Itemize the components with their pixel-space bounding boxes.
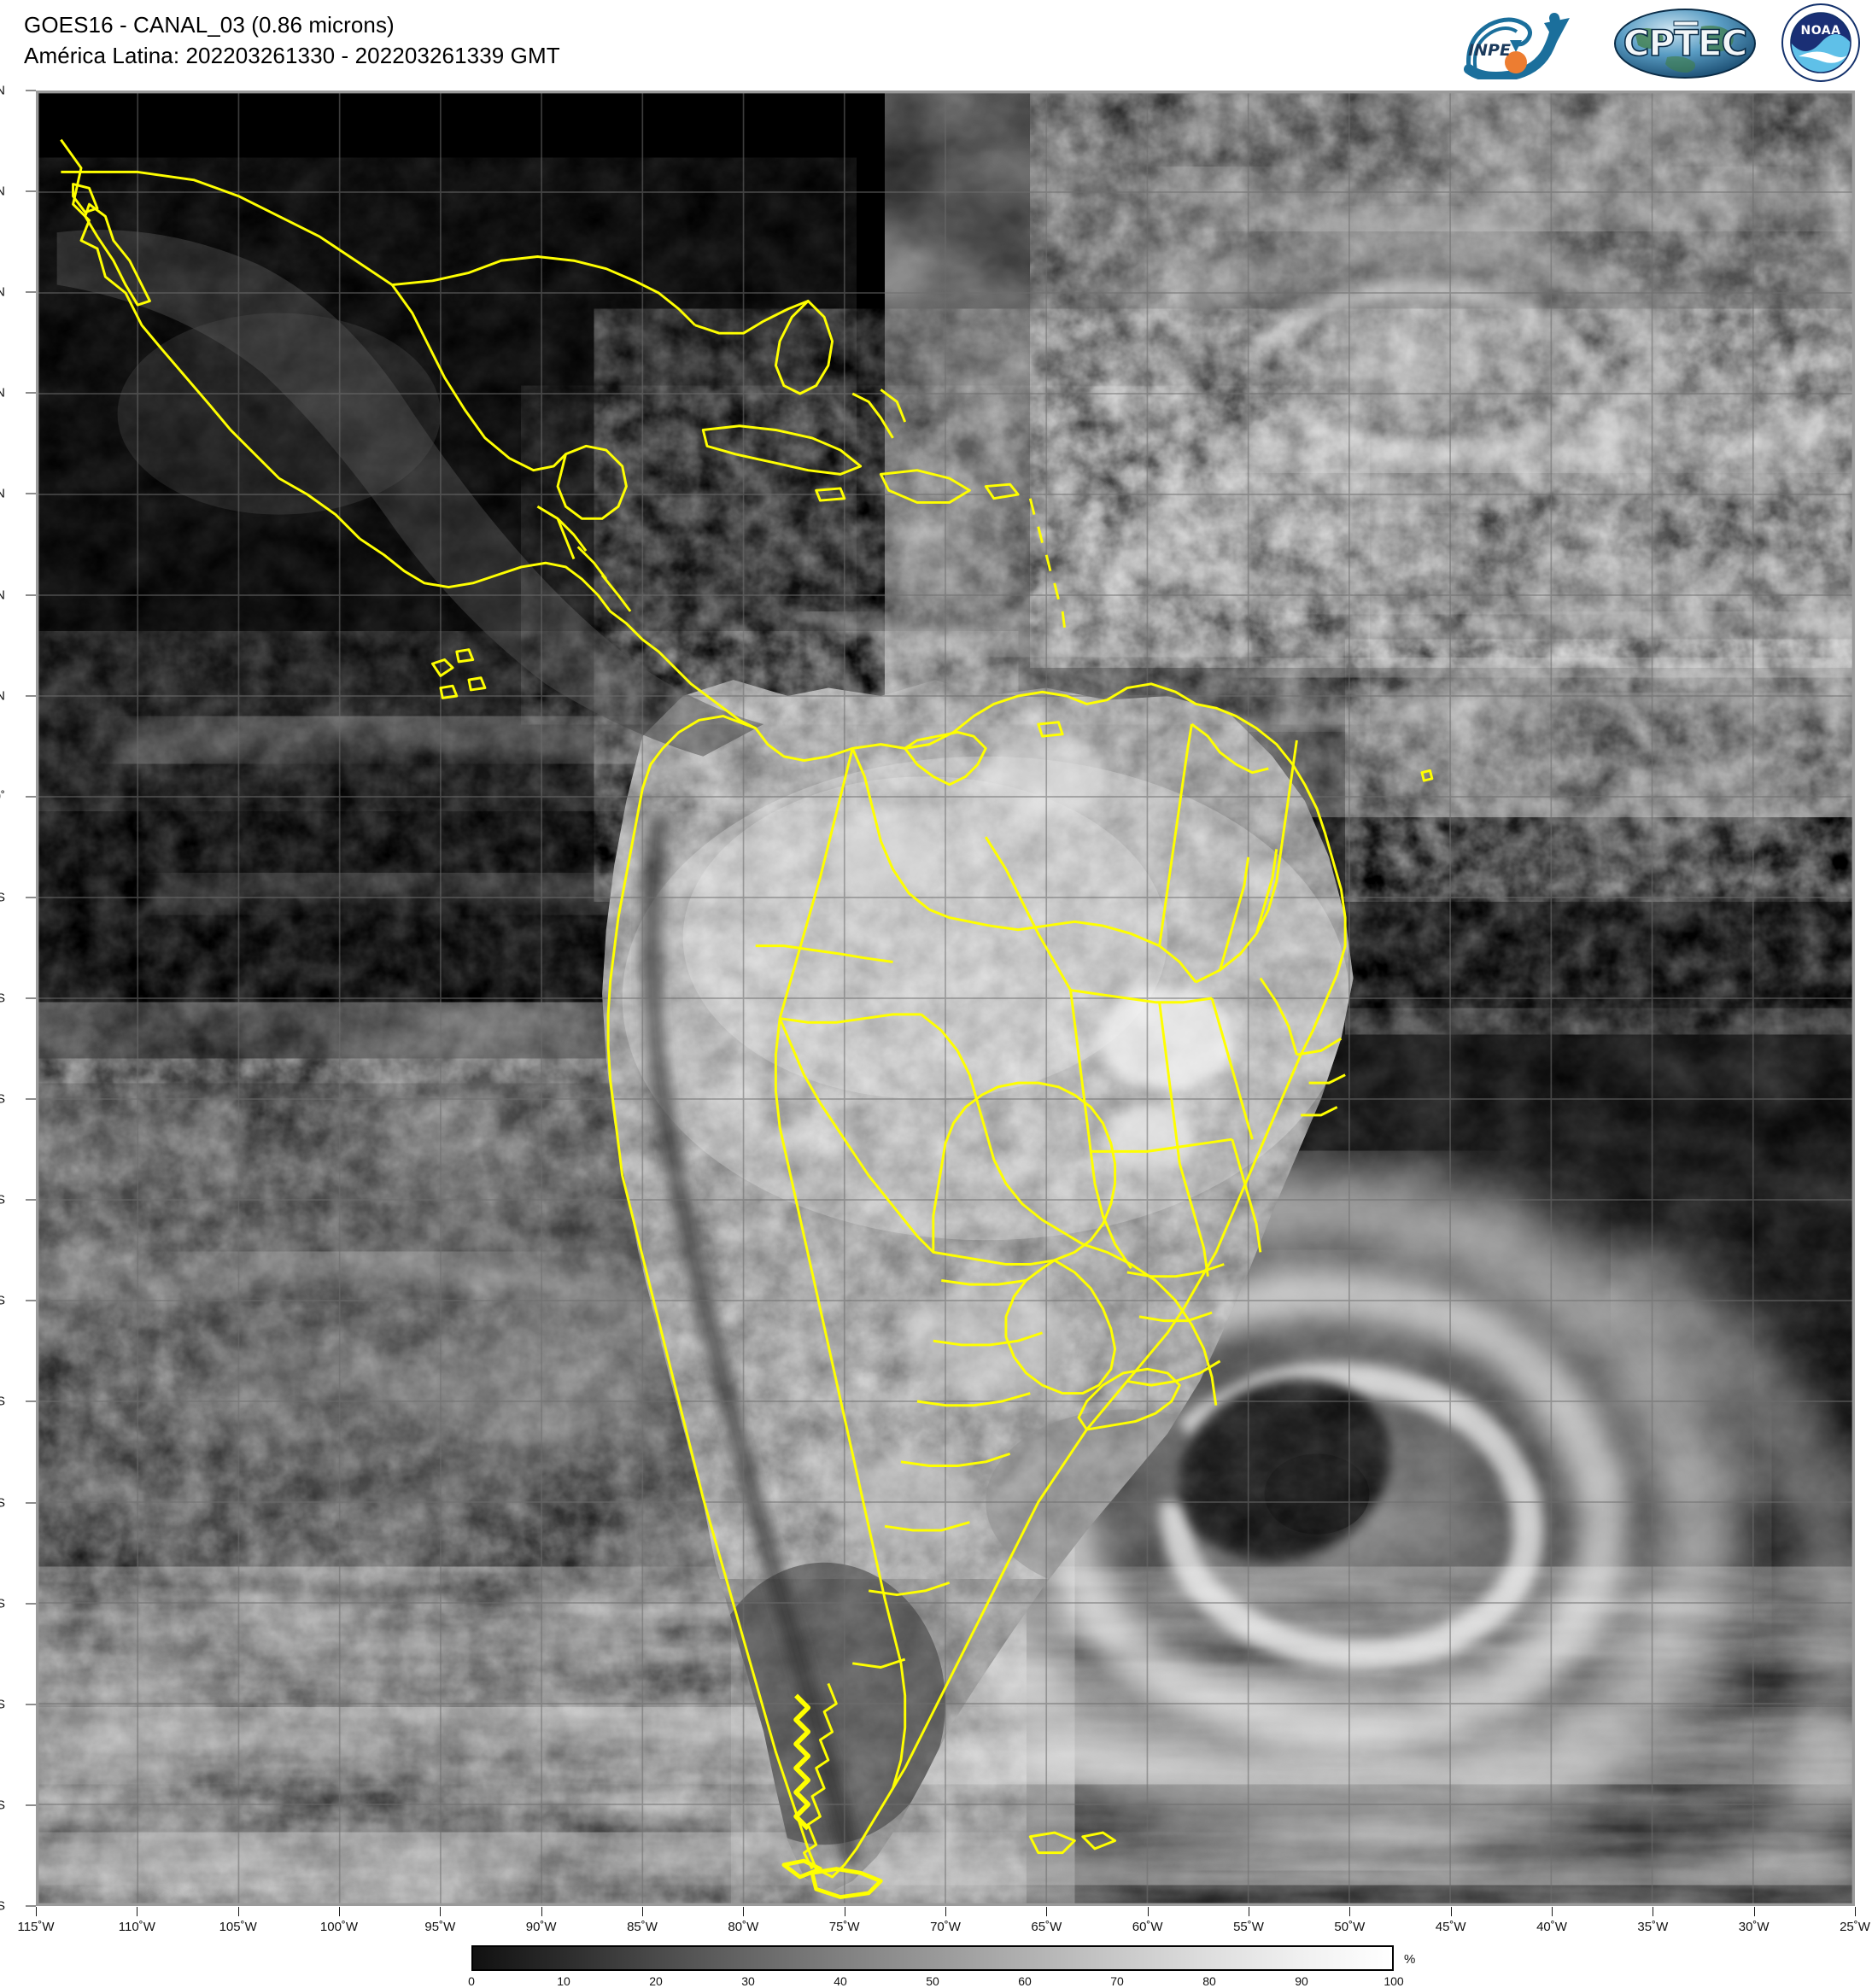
colorbar-tick-label: 100	[1384, 1974, 1404, 1988]
y-axis-tick-label: 25˚N	[0, 284, 5, 300]
x-axis-tick-label: 25˚W	[1840, 1920, 1870, 1934]
inpe-logo-text: INPE	[1468, 41, 1511, 60]
x-axis-tick	[541, 1907, 542, 1916]
x-axis-tick-label: 70˚W	[930, 1920, 961, 1934]
colorbar-tick-label: 0	[468, 1974, 475, 1988]
x-axis-tick	[642, 1907, 643, 1916]
x-axis-tick	[1753, 1907, 1755, 1916]
y-axis-tick	[26, 1905, 36, 1907]
x-axis-tick-label: 110˚W	[118, 1920, 155, 1934]
x-axis-tick	[237, 1907, 239, 1916]
x-axis-tick-label: 100˚W	[319, 1920, 359, 1934]
x-axis-tick-label: 65˚W	[1031, 1920, 1062, 1934]
colorbar-tick-label: 10	[557, 1974, 570, 1988]
y-axis-tick-label: 40˚S	[0, 1596, 5, 1611]
y-axis-tick	[26, 1199, 36, 1201]
y-axis-tick	[26, 190, 36, 192]
y-axis-tick	[26, 1098, 36, 1100]
x-axis-tick-label: 35˚W	[1637, 1920, 1669, 1934]
x-axis-tick	[1450, 1907, 1452, 1916]
y-axis-tick-label: 15˚S	[0, 1091, 5, 1107]
colorbar-unit-label: %	[1404, 1952, 1416, 1967]
y-axis-tick-label: 50˚S	[0, 1798, 5, 1813]
x-axis-tick	[339, 1907, 340, 1916]
x-axis-tick	[36, 1907, 37, 1916]
colorbar-gradient	[471, 1945, 1394, 1971]
satellite-image-plot	[36, 91, 1855, 1906]
gridlines	[37, 91, 1854, 1905]
x-axis-tick	[440, 1907, 442, 1916]
y-axis-tick	[26, 1804, 36, 1806]
y-axis-tick	[26, 392, 36, 394]
y-axis-tick-label: 0˚	[0, 789, 5, 804]
page-subtitle: América Latina: 202203261330 - 202203261…	[24, 43, 560, 68]
y-axis-tick	[26, 1400, 36, 1402]
coastline-overlay	[60, 138, 1434, 1899]
inpe-logo: INPE	[1460, 6, 1588, 82]
y-axis-tick	[26, 594, 36, 596]
x-axis-tick-label: 85˚W	[627, 1920, 658, 1934]
x-axis-tick	[743, 1907, 745, 1916]
x-axis-tick-label: 50˚W	[1334, 1920, 1366, 1934]
x-axis-tick-label: 60˚W	[1132, 1920, 1163, 1934]
colorbar-tick-label: 50	[926, 1974, 939, 1988]
x-axis-tick-label: 75˚W	[828, 1920, 860, 1934]
colorbar-tick-label: 90	[1295, 1974, 1308, 1988]
colorbar-tick-label: 30	[741, 1974, 755, 1988]
y-axis-tick-label: 10˚N	[0, 588, 5, 603]
y-axis-tick-label: 10˚S	[0, 991, 5, 1006]
cptec-logo-text: CPTEC	[1623, 22, 1747, 64]
colorbar-tick-label: 70	[1110, 1974, 1124, 1988]
y-axis-tick	[26, 897, 36, 898]
y-axis-tick-label: 55˚S	[0, 1898, 5, 1914]
y-axis-tick-label: 45˚S	[0, 1697, 5, 1712]
x-axis-tick-label: 30˚W	[1738, 1920, 1770, 1934]
y-axis-tick-label: 5˚N	[0, 688, 5, 704]
x-axis-tick-label: 115˚W	[17, 1920, 55, 1934]
x-axis-tick	[945, 1907, 946, 1916]
x-axis-tick-label: 80˚W	[728, 1920, 759, 1934]
y-axis-tick-label: 30˚N	[0, 184, 5, 199]
x-axis-tick	[1552, 1907, 1553, 1916]
x-axis-tick	[1349, 1907, 1351, 1916]
noaa-logo-text: NOAA	[1801, 24, 1841, 38]
y-axis-tick	[26, 291, 36, 293]
satellite-image-canvas	[37, 91, 1854, 1905]
colorbar: % 0 10 20 30 40 50 60 70 80 90 100	[0, 1944, 1872, 1988]
colorbar-tick-label: 20	[649, 1974, 663, 1988]
y-axis-tick	[26, 695, 36, 697]
colorbar-tick-label: 40	[834, 1974, 847, 1988]
header: GOES16 - CANAL_03 (0.86 microns) América…	[0, 0, 1872, 85]
colorbar-tick-label: 60	[1018, 1974, 1032, 1988]
colorbar-tick-label: 80	[1202, 1974, 1216, 1988]
noaa-logo: NOAA	[1781, 3, 1860, 82]
y-axis-tick-label: 15˚N	[0, 486, 5, 501]
x-axis-tick-label: 105˚W	[219, 1920, 257, 1934]
cptec-logo: CPTEC	[1612, 6, 1758, 79]
x-axis-tick	[1147, 1907, 1149, 1916]
y-axis-tick	[26, 1502, 36, 1504]
y-axis-tick-label: 20˚S	[0, 1192, 5, 1207]
y-axis-tick-label: 20˚N	[0, 385, 5, 401]
y-axis-tick	[26, 796, 36, 798]
y-axis-tick-label: 35˚N	[0, 83, 5, 98]
x-axis-tick-label: 55˚W	[1233, 1920, 1264, 1934]
x-axis-tick-label: 45˚W	[1435, 1920, 1466, 1934]
page-title: GOES16 - CANAL_03 (0.86 microns)	[24, 12, 395, 38]
y-axis-tick-label: 30˚S	[0, 1394, 5, 1409]
x-axis-tick-label: 40˚W	[1536, 1920, 1567, 1934]
y-axis-tick	[26, 1603, 36, 1605]
y-axis-tick-label: 35˚S	[0, 1495, 5, 1511]
y-axis-tick-label: 25˚S	[0, 1293, 5, 1308]
logo-bar: INPE CPTEC	[1460, 3, 1860, 82]
x-axis-tick-label: 90˚W	[525, 1920, 557, 1934]
x-axis-tick-label: 95˚W	[424, 1920, 456, 1934]
x-axis-tick	[1855, 1907, 1856, 1916]
y-axis-tick	[26, 997, 36, 999]
x-axis-tick	[1046, 1907, 1048, 1916]
y-axis-tick-label: 5˚S	[0, 890, 5, 905]
